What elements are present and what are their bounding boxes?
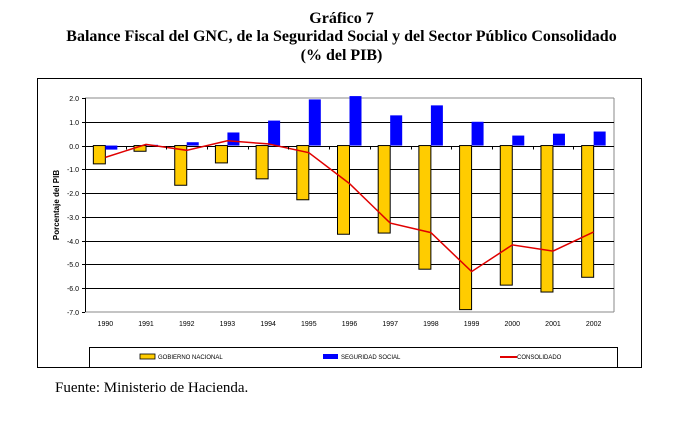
y-tick-label: -1.0 bbox=[67, 167, 79, 174]
consolidated-line-group bbox=[105, 140, 595, 273]
x-tick-label: 1994 bbox=[260, 321, 276, 328]
bar-seguridad-social bbox=[552, 133, 565, 146]
y-tick-label: -3.0 bbox=[67, 215, 79, 222]
bar-seguridad-social bbox=[512, 135, 525, 146]
chart-subtitle: (% del PIB) bbox=[300, 47, 383, 64]
x-tick-label: 1996 bbox=[342, 321, 358, 328]
y-axis-label: Porcentaje del PIB bbox=[52, 170, 61, 240]
chart-number: Gráfico 7 bbox=[309, 10, 374, 27]
x-tick-label: 1999 bbox=[464, 321, 480, 328]
y-tick-labels: 2.0 1.0 0.0 -1.0 -2.0 -3.0 -4.0 -5.0 -6.0 -7.0 bbox=[67, 96, 79, 317]
bar-gobierno-nacional bbox=[255, 145, 269, 180]
y-tick-label: 1.0 bbox=[69, 120, 79, 127]
y-tick-label: -6.0 bbox=[67, 286, 79, 293]
x-tick-label: 2001 bbox=[545, 321, 561, 328]
x-tick-label: 1991 bbox=[138, 321, 154, 328]
x-tick-label: 1998 bbox=[423, 321, 439, 328]
bar-gobierno-nacional bbox=[174, 145, 188, 186]
bars bbox=[92, 96, 606, 311]
bar-gobierno-nacional bbox=[418, 145, 432, 270]
legend-swatch-seguridad-social bbox=[323, 354, 338, 359]
y-tick-label: 0.0 bbox=[69, 144, 79, 151]
y-tick-label: -5.0 bbox=[67, 262, 79, 269]
source-note: Fuente: Ministerio de Hacienda. bbox=[55, 380, 249, 396]
bar-gobierno-nacional bbox=[499, 145, 513, 286]
chart-title: Balance Fiscal del GNC, de la Seguridad … bbox=[66, 28, 617, 45]
bar-seguridad-social bbox=[349, 96, 362, 146]
bar-seguridad-social bbox=[105, 145, 118, 150]
x-tick-labels: 1990 1991 1992 1993 1994 1995 1996 1997 1998 1999… bbox=[98, 321, 602, 328]
bar-seguridad-social bbox=[186, 142, 199, 146]
bar-gobierno-nacional bbox=[540, 145, 554, 293]
bar-gobierno-nacional bbox=[92, 145, 106, 165]
bar-gobierno-nacional bbox=[377, 145, 391, 234]
axes bbox=[82, 98, 574, 313]
legend-swatch-gobierno-nacional bbox=[139, 353, 156, 360]
bar-gobierno-nacional bbox=[459, 145, 473, 311]
x-tick-label: 1990 bbox=[98, 321, 114, 328]
bar-gobierno-nacional bbox=[581, 145, 595, 278]
bar-gobierno-nacional bbox=[337, 145, 350, 235]
bar-seguridad-social bbox=[390, 115, 403, 146]
bar-seguridad-social bbox=[430, 105, 443, 146]
x-tick-label: 1995 bbox=[301, 321, 317, 328]
legend: GOBIERNO NACIONAL SEGURIDAD SOCIAL CONSOLI… bbox=[89, 347, 618, 368]
bar-seguridad-social bbox=[268, 120, 281, 146]
bar-seguridad-social bbox=[471, 121, 484, 146]
x-tick-label: 1992 bbox=[179, 321, 195, 328]
legend-label: CONSOLIDADO bbox=[517, 355, 562, 361]
bar-gobierno-nacional bbox=[214, 145, 228, 164]
y-tick-label: -7.0 bbox=[67, 310, 79, 317]
x-tick-label: 2002 bbox=[586, 321, 602, 328]
legend-box bbox=[89, 347, 618, 368]
x-tick-label: 1993 bbox=[220, 321, 236, 328]
legend-label: GOBIERNO NACIONAL bbox=[158, 355, 223, 361]
legend-label: SEGURIDAD SOCIAL bbox=[341, 355, 401, 361]
bar-seguridad-social bbox=[308, 99, 321, 146]
y-tick-label: 2.0 bbox=[69, 96, 79, 103]
y-tick-label: -4.0 bbox=[67, 239, 79, 246]
bar-gobierno-nacional bbox=[296, 145, 310, 201]
bar-seguridad-social bbox=[593, 131, 606, 146]
bar-seguridad-social bbox=[227, 132, 240, 146]
y-tick-label: -2.0 bbox=[67, 191, 79, 198]
x-tick-label: 2000 bbox=[504, 321, 520, 328]
x-tick-label: 1997 bbox=[382, 321, 398, 328]
